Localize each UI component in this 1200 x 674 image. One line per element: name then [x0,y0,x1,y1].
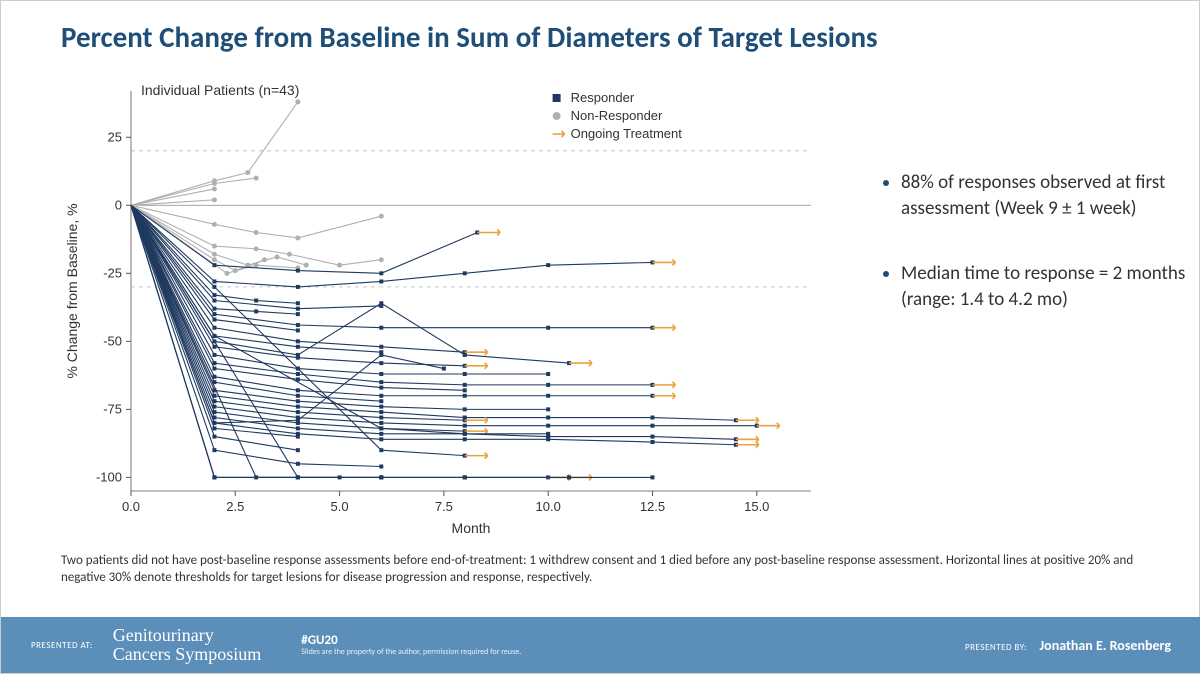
svg-text:Month: Month [452,520,491,536]
svg-text:-75: -75 [103,401,122,416]
spider-plot: -100 -75 -50 -25 0 25 0.0 2.5 5.0 7.5 10.0 12.5 15.0… [61,71,831,541]
svg-text:25: 25 [108,129,122,144]
svg-text:-25: -25 [103,265,122,280]
presenter-block: PRESENTED BY: Jonathan E. Rosenberg [965,637,1171,654]
svg-text:0: 0 [115,197,122,212]
svg-text:% Change from Baseline, %: % Change from Baseline, % [64,203,80,378]
svg-text:Ongoing Treatment: Ongoing Treatment [571,126,683,141]
slide-footer: PRESENTED AT: Genitourinary Cancers Symp… [1,617,1200,673]
svg-text:7.5: 7.5 [435,499,453,514]
symposium-name: Genitourinary Cancers Symposium [113,626,262,664]
hashtag-block: #GU20 Slides are the property of the aut… [301,633,521,657]
bullet-2: Median time to response = 2 months (rang… [901,261,1200,312]
footnote-text: Two patients did not have post-baseline … [61,553,1141,587]
svg-text:5.0: 5.0 [331,499,349,514]
svg-text:Responder: Responder [571,90,635,105]
bullet-1: 88% of responses observed at first asses… [901,170,1200,221]
svg-text:2.5: 2.5 [226,499,244,514]
svg-text:12.5: 12.5 [640,499,665,514]
svg-text:-100: -100 [96,469,122,484]
svg-text:Individual Patients (n=43): Individual Patients (n=43) [141,82,299,98]
svg-text:15.0: 15.0 [744,499,769,514]
svg-text:Non-Responder: Non-Responder [571,108,663,123]
slide-title: Percent Change from Baseline in Sum of D… [61,19,878,55]
svg-text:0.0: 0.0 [122,499,140,514]
presented-at-label: PRESENTED AT: [31,640,93,651]
svg-text:-50: -50 [103,333,122,348]
svg-text:10.0: 10.0 [536,499,561,514]
key-findings-list: 88% of responses observed at first asses… [861,170,1200,353]
